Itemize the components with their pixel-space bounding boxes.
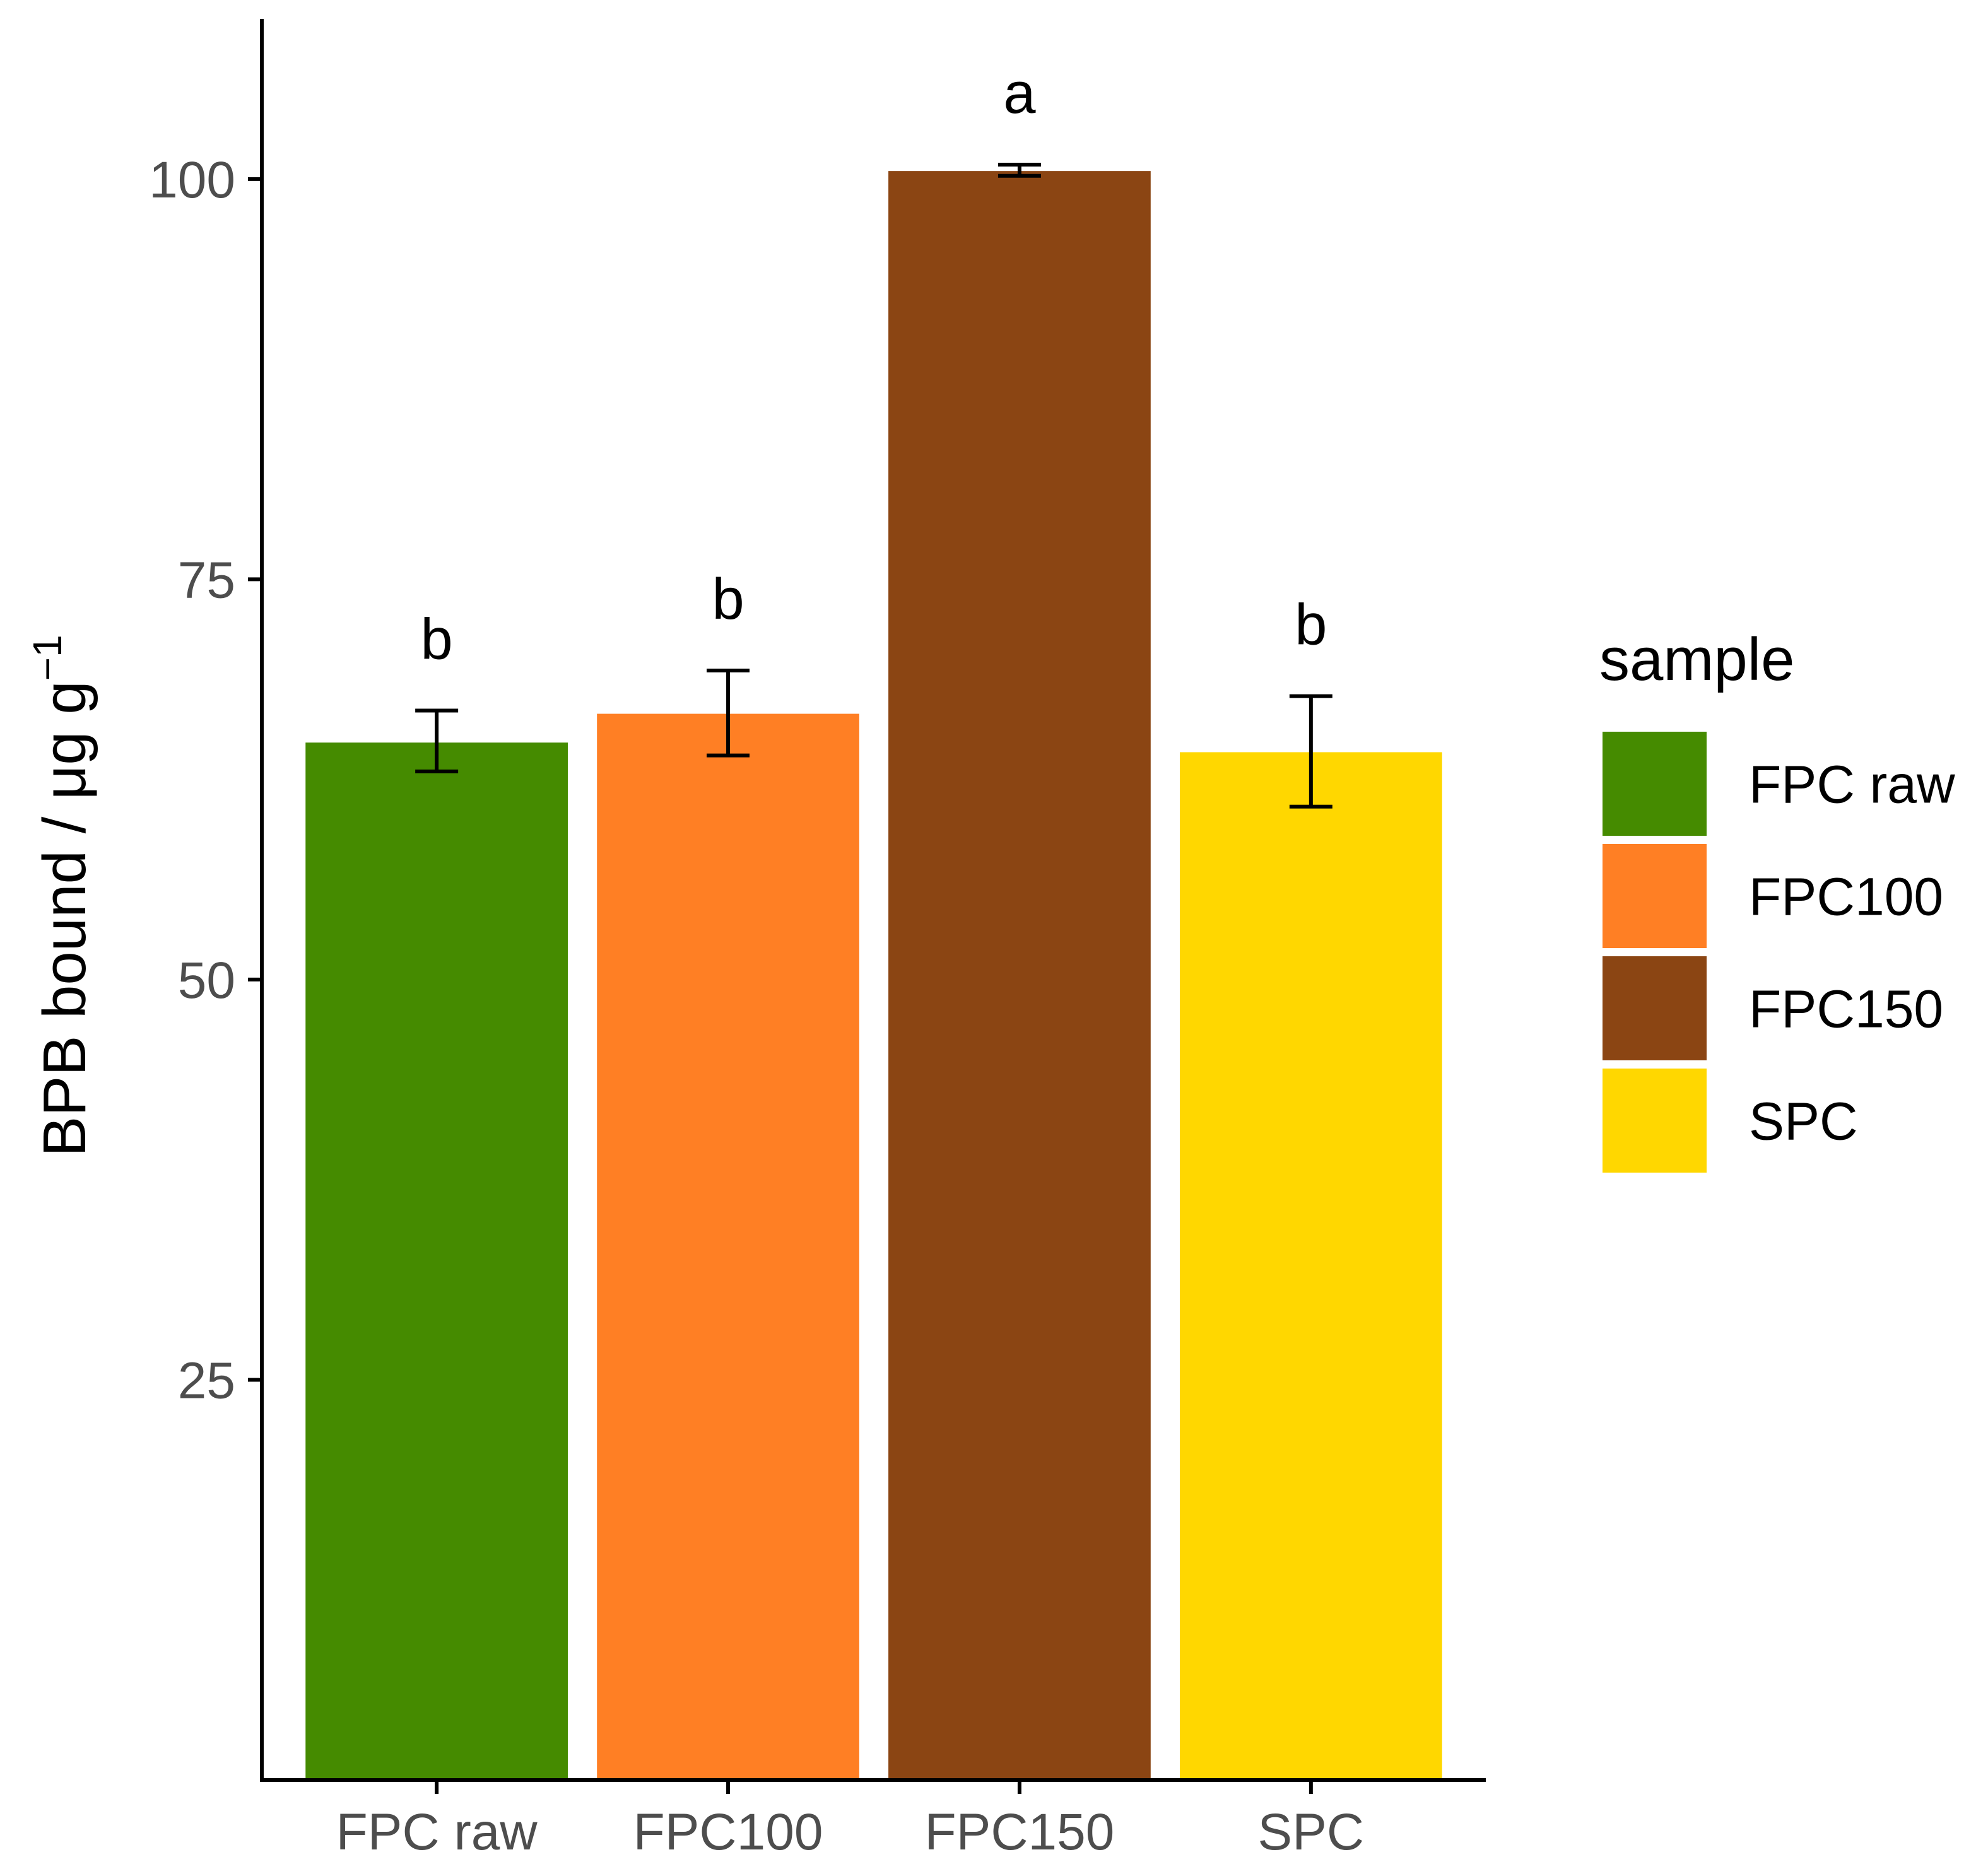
legend-label-3: SPC xyxy=(1749,1092,1858,1151)
x-tick-label-0: FPC raw xyxy=(336,1803,538,1861)
significance-label-1: b xyxy=(712,567,744,631)
legend-key-1 xyxy=(1603,844,1707,948)
bars-group xyxy=(305,171,1442,1781)
y-tick-label-0: 25 xyxy=(178,1352,235,1409)
legend-items: FPC raw FPC100 FPC150 SPC xyxy=(1603,732,1955,1173)
y-tick-label-2: 75 xyxy=(178,551,235,609)
legend: sample FPC raw FPC100 FPC150 SPC xyxy=(1599,626,1955,1173)
x-tick-label-2: FPC150 xyxy=(925,1803,1115,1861)
x-tick-label-3: SPC xyxy=(1258,1803,1365,1861)
bar-1 xyxy=(597,713,859,1780)
bar-2 xyxy=(888,171,1151,1781)
legend-key-3 xyxy=(1603,1069,1707,1173)
y-axis-title: BPB bound / μg g−1 xyxy=(25,635,98,1156)
legend-label-1: FPC100 xyxy=(1749,867,1943,927)
significance-labels-group: b b a b xyxy=(421,61,1327,672)
y-axis-title-superscript: −1 xyxy=(25,635,70,681)
error-bars-group xyxy=(415,162,1332,809)
x-tick-label-1: FPC100 xyxy=(633,1803,823,1861)
legend-label-0: FPC raw xyxy=(1749,755,1955,814)
y-axis-ticks: 25 50 75 100 xyxy=(149,151,262,1409)
y-tick-label-1: 50 xyxy=(178,952,235,1009)
bar-0 xyxy=(305,742,568,1780)
legend-title: sample xyxy=(1599,626,1794,693)
legend-key-2 xyxy=(1603,956,1707,1060)
y-axis-title-text: BPB bound / μg g xyxy=(31,681,98,1157)
y-tick-label-3: 100 xyxy=(149,151,235,209)
significance-label-2: a xyxy=(1003,61,1036,126)
significance-label-3: b xyxy=(1295,593,1327,657)
x-axis-ticks: FPC raw FPC100 FPC150 SPC xyxy=(336,1780,1364,1861)
bar-3 xyxy=(1180,752,1442,1780)
legend-label-2: FPC150 xyxy=(1749,980,1943,1039)
legend-key-0 xyxy=(1603,732,1707,836)
significance-label-0: b xyxy=(421,607,453,671)
